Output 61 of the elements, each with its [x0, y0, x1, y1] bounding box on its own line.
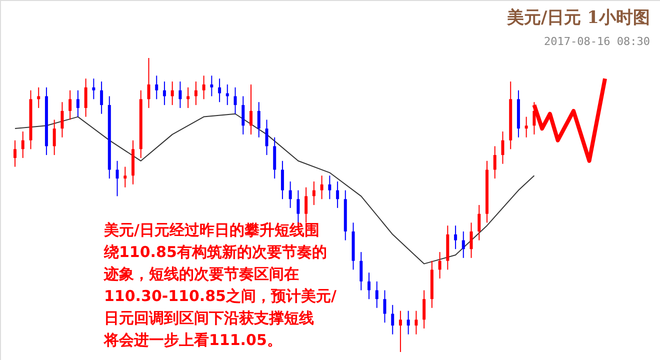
candlestick: [462, 230, 465, 258]
candlestick: [422, 290, 426, 329]
annotation: 美元/日元经过昨日的攀升短线围: [103, 221, 320, 239]
candlestick: [202, 75, 206, 100]
candlestick: [100, 81, 104, 114]
candlestick: [406, 310, 410, 335]
candlestick: [37, 86, 40, 108]
candlestick: [336, 180, 340, 208]
candlestick: [68, 90, 72, 120]
candlestick: [368, 272, 370, 300]
candlestick: [273, 136, 276, 180]
candlestick: [116, 160, 119, 197]
candlestick: [178, 81, 182, 108]
candlestick: [360, 252, 363, 291]
candlestick: [454, 225, 458, 250]
candlestick: [170, 81, 174, 106]
candlestick: [76, 90, 80, 118]
candlestick: [52, 119, 56, 156]
candlestick: [162, 81, 166, 106]
candlestick: [304, 186, 308, 224]
candlestick: [391, 304, 394, 335]
candlestick: [265, 119, 268, 156]
candlestick: [501, 131, 504, 164]
candlestick: [328, 175, 332, 200]
candlestick: [312, 180, 316, 206]
candlestick: [414, 310, 418, 335]
candlestick: [242, 96, 245, 135]
candlestick: [375, 280, 378, 308]
annotation: 日元回调到区间下沿获支撑短线: [104, 309, 314, 327]
candlestick: [14, 140, 16, 168]
candlestick: [383, 290, 386, 324]
candlestick: [155, 75, 158, 100]
candlestick: [60, 102, 64, 138]
candlestick: [280, 160, 284, 200]
candlestick: [250, 84, 252, 135]
candlestick: [478, 204, 481, 241]
candlestick: [124, 166, 127, 188]
chart-subtitle: 2017-08-16 08:30: [544, 35, 650, 48]
candlestick: [470, 222, 473, 258]
candlestick: [320, 175, 324, 200]
candlestick: [218, 78, 222, 103]
candlestick: [186, 86, 190, 108]
candlestick: [147, 58, 150, 108]
candlestick: [398, 310, 402, 352]
candlestick: [194, 81, 198, 106]
candlestick: [288, 180, 292, 208]
candlestick: [84, 78, 88, 118]
candlestick: [438, 252, 442, 279]
chart-title: 美元/日元 1小时图: [506, 8, 650, 28]
annotation: 迹象，短线的次要节奏区间在: [103, 265, 299, 283]
candlestick: [234, 86, 237, 114]
annotation: 绕110.85有构筑新的次要节奏的: [103, 243, 327, 261]
annotation: 将会进一步上看111.05。: [103, 331, 282, 349]
candlestick: [21, 131, 24, 158]
candlestick: [257, 102, 260, 138]
candlestick: [493, 146, 496, 180]
candlestick: [524, 116, 528, 138]
candlestick: [210, 75, 214, 97]
annotation: 110.30-110.85之间，预计美元/: [104, 287, 337, 305]
candlestick: [296, 190, 300, 224]
candlestick: [92, 78, 96, 100]
